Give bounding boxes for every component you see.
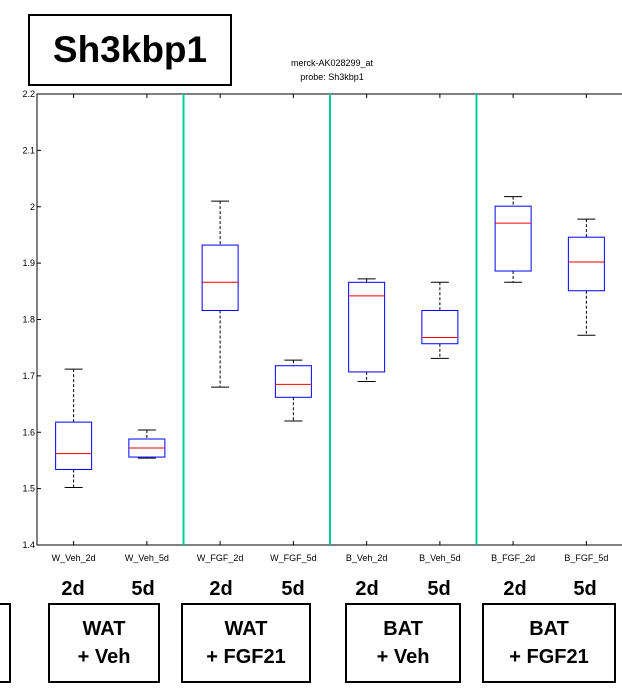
- day-label-8: 5d: [573, 578, 597, 600]
- day-label-3: 2d: [209, 578, 233, 600]
- x-tick-label: B_FGF_5d: [564, 553, 608, 563]
- probe-id: merck-AK028299_at: [290, 58, 374, 68]
- group-line1: BAT: [529, 618, 569, 640]
- iqr-box: [348, 281, 386, 373]
- y-tick-label: 1.5: [22, 484, 35, 494]
- iqr-box: [567, 236, 605, 292]
- iqr-box: [421, 309, 459, 345]
- gene-title: Sh3kbp1: [28, 14, 232, 86]
- group-line2: + FGF21: [509, 646, 589, 668]
- y-tick-label: 1.7: [22, 371, 35, 381]
- x-tick-label: B_FGF_2d: [491, 553, 535, 563]
- group-line2: + FGF21: [206, 646, 286, 668]
- partial-group-box: [0, 603, 11, 683]
- tick-labels: 1.4 1.5 1.6 1.7 1.8 1.9 2 2.1 2.2 W_Veh_2d W_Veh_5…: [22, 89, 608, 563]
- day-label-4: 5d: [281, 578, 305, 600]
- x-tick-label: B_Veh_2d: [346, 553, 388, 563]
- group-line1: BAT: [383, 618, 423, 640]
- probe-name: probe: Sh3kbp1: [300, 72, 364, 82]
- y-tick-label: 1.8: [22, 315, 35, 325]
- day-label-1: 2d: [61, 578, 85, 600]
- iqr-box: [274, 365, 312, 398]
- group-box-bat-veh: BAT + Veh: [345, 603, 461, 683]
- x-tick-label: W_Veh_5d: [125, 553, 169, 563]
- iqr-box: [55, 421, 93, 470]
- group-line1: WAT: [224, 618, 268, 640]
- group-box-wat-veh: WAT + Veh: [48, 603, 160, 683]
- y-tick-label: 2.1: [22, 145, 35, 155]
- y-tick-label: 1.4: [22, 540, 35, 550]
- group-separators: [182, 94, 478, 545]
- day-label-5: 2d: [355, 578, 379, 600]
- group-line2: + Veh: [77, 646, 131, 668]
- day-label-6: 5d: [427, 578, 451, 600]
- x-tick-label: W_FGF_5d: [270, 553, 317, 563]
- boxes: [55, 196, 605, 488]
- y-tick-label: 2: [30, 202, 35, 212]
- x-tick-label: W_FGF_2d: [197, 553, 244, 563]
- day-label-7: 2d: [503, 578, 527, 600]
- iqr-box: [201, 244, 239, 311]
- y-tick-label: 1.9: [22, 258, 35, 268]
- group-box-wat-fgf21: WAT + FGF21: [181, 603, 311, 683]
- group-line1: WAT: [82, 618, 126, 640]
- y-tick-label: 1.6: [22, 427, 35, 437]
- group-box-bat-fgf21: BAT + FGF21: [482, 603, 616, 683]
- group-line2: + Veh: [376, 646, 430, 668]
- day-label-2: 5d: [131, 578, 155, 600]
- y-tick-label: 2.2: [22, 89, 35, 99]
- iqr-box: [494, 205, 532, 272]
- x-tick-label: W_Veh_2d: [52, 553, 96, 563]
- x-tick-label: B_Veh_5d: [419, 553, 461, 563]
